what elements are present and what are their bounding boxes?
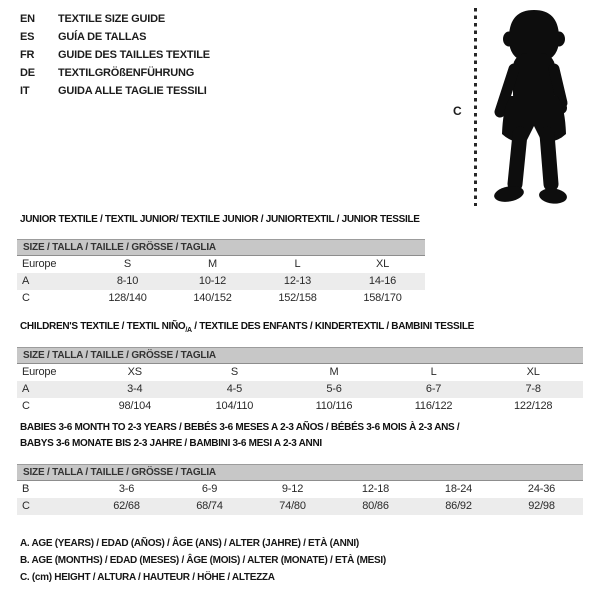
babies-title-line2: BABYS 3-6 MONATE BIS 2-3 JAHRE / BAMBINI… — [20, 438, 322, 449]
age-cell: 18-24 — [444, 483, 473, 495]
language-row-en: EN TEXTILE SIZE GUIDE — [20, 10, 210, 28]
language-row-fr: FR GUIDE DES TAILLES TEXTILE — [20, 46, 210, 64]
age-cell: 4-5 — [226, 383, 243, 395]
height-cell: 62/68 — [113, 500, 140, 512]
row-label: A — [22, 383, 30, 395]
children-title-subscript: /A — [185, 327, 192, 334]
size-header-bar: SIZE / TALLA / TAILLE / GRÖSSE / TAGLIA — [17, 347, 583, 364]
language-row-de: DE TEXTILGRÖßENFÜHRUNG — [20, 64, 210, 82]
language-code: FR — [20, 49, 35, 61]
table-row-europe: Europe XS S M L XL — [17, 364, 583, 381]
height-cell: 92/98 — [528, 500, 555, 512]
age-cell: 10-12 — [198, 275, 227, 287]
language-title: GUÍA DE TALLAS — [58, 31, 147, 43]
baby-silhouette — [494, 10, 568, 204]
height-marker-label: C — [453, 104, 462, 118]
row-label: C — [22, 292, 30, 304]
language-title: TEXTILE SIZE GUIDE — [58, 13, 166, 25]
language-title: TEXTILGRÖßENFÜHRUNG — [58, 67, 195, 79]
height-cell: 122/128 — [513, 400, 553, 412]
age-cell: 24-36 — [527, 483, 556, 495]
age-cell: 14-16 — [368, 275, 397, 287]
size-cell: S — [230, 366, 238, 378]
row-label: Europe — [22, 258, 57, 270]
height-cell: 104/110 — [215, 400, 254, 412]
table-row-height-cm: C 128/140 140/152 152/158 158/170 — [17, 290, 425, 307]
age-cell: 12-13 — [283, 275, 312, 287]
size-cell: XL — [526, 366, 540, 378]
age-cell: 8-10 — [116, 275, 139, 287]
height-cell: 158/170 — [363, 292, 402, 304]
language-title: GUIDE DES TAILLES TEXTILE — [58, 49, 210, 61]
language-code: DE — [20, 67, 35, 79]
babies-section-title: BABIES 3-6 MONTH TO 2-3 YEARS / BEBÉS 3-… — [20, 420, 460, 452]
row-label: C — [22, 500, 30, 512]
row-label: B — [22, 483, 30, 495]
table-row-age-months: B 3-6 6-9 9-12 12-18 18-24 24-36 — [17, 481, 583, 498]
age-cell: 3-4 — [127, 383, 143, 395]
size-cell: XL — [375, 258, 390, 270]
age-cell: 9-12 — [281, 483, 304, 495]
height-cell: 98/104 — [118, 400, 152, 412]
height-cell: 110/116 — [315, 400, 353, 412]
row-label: C — [22, 400, 30, 412]
height-cell: 74/80 — [279, 500, 306, 512]
size-header-bar: SIZE / TALLA / TAILLE / GRÖSSE / TAGLIA — [17, 239, 425, 256]
row-label: A — [22, 275, 30, 287]
size-cell: L — [294, 258, 301, 270]
junior-section-title: JUNIOR TEXTILE / TEXTIL JUNIOR/ TEXTILE … — [20, 214, 420, 225]
height-dotted-line — [474, 8, 477, 206]
note-height: C. (cm) HEIGHT / ALTURA / HAUTEUR / HÖHE… — [20, 572, 275, 583]
size-cell: M — [329, 366, 339, 378]
age-cell: 6-7 — [425, 383, 442, 395]
legend-notes: A. AGE (YEARS) / EDAD (AÑOS) / ÂGE (ANS)… — [20, 535, 386, 586]
junior-size-table: SIZE / TALLA / TAILLE / GRÖSSE / TAGLIA … — [17, 239, 425, 307]
children-title-text: CHILDREN'S TEXTILE / TEXTIL NIÑO — [20, 321, 186, 332]
size-header-bar: SIZE / TALLA / TAILLE / GRÖSSE / TAGLIA — [17, 464, 583, 481]
language-row-it: IT GUIDA ALLE TAGLIE TESSILI — [20, 82, 210, 100]
table-row-height-cm: C 62/68 68/74 74/80 80/86 86/92 92/98 — [17, 498, 583, 515]
note-age-months: B. AGE (MONTHS) / EDAD (MESES) / ÂGE (MO… — [20, 555, 386, 566]
height-cell: 80/86 — [362, 500, 389, 512]
height-cell: 68/74 — [196, 500, 223, 512]
age-cell: 12-18 — [361, 483, 390, 495]
babies-size-table: SIZE / TALLA / TAILLE / GRÖSSE / TAGLIA … — [17, 464, 583, 515]
table-row-age-years: A 8-10 10-12 12-13 14-16 — [17, 273, 425, 290]
language-row-es: ES GUÍA DE TALLAS — [20, 28, 210, 46]
children-size-table: SIZE / TALLA / TAILLE / GRÖSSE / TAGLIA … — [17, 347, 583, 415]
language-title: GUIDA ALLE TAGLIE TESSILI — [58, 85, 207, 97]
size-cell: S — [123, 258, 132, 270]
size-cell: M — [208, 258, 217, 270]
table-row-height-cm: C 98/104 104/110 110/116 116/122 122/128 — [17, 398, 583, 415]
table-row-age-years: A 3-4 4-5 5-6 6-7 7-8 — [17, 381, 583, 398]
height-cell: 152/158 — [278, 292, 317, 304]
language-code: IT — [20, 85, 30, 97]
language-code: ES — [20, 31, 35, 43]
height-cell: 140/152 — [193, 292, 232, 304]
size-cell: XS — [127, 366, 142, 378]
table-row-europe: Europe S M L XL — [17, 256, 425, 273]
note-age-years: A. AGE (YEARS) / EDAD (AÑOS) / ÂGE (ANS)… — [20, 538, 359, 549]
age-cell: 5-6 — [326, 383, 342, 395]
language-code: EN — [20, 13, 35, 25]
height-cell: 116/122 — [414, 400, 453, 412]
children-title-text: / TEXTILE DES ENFANTS / KINDERTEXTIL / B… — [191, 321, 475, 332]
children-section-title: CHILDREN'S TEXTILE / TEXTIL NIÑO/A / TEX… — [20, 319, 474, 338]
age-cell: 7-8 — [525, 383, 542, 395]
size-cell: L — [430, 366, 437, 378]
age-cell: 6-9 — [201, 483, 218, 495]
height-cell: 128/140 — [108, 292, 147, 304]
language-title-list: EN TEXTILE SIZE GUIDE ES GUÍA DE TALLAS … — [20, 10, 210, 100]
age-cell: 3-6 — [118, 483, 135, 495]
height-cell: 86/92 — [445, 500, 472, 512]
row-label: Europe — [22, 366, 57, 378]
babies-title-line1: BABIES 3-6 MONTH TO 2-3 YEARS / BEBÉS 3-… — [20, 422, 460, 433]
